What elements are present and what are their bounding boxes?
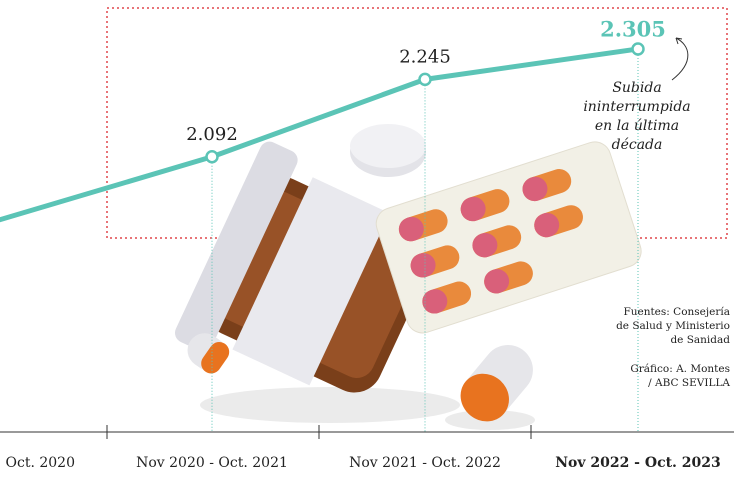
x-tick-label: Nov 2020 - Oct. 2021 xyxy=(136,455,288,471)
illustration xyxy=(172,124,646,431)
source: de Salud y Ministerio xyxy=(616,320,730,332)
annotation: ininterrumpida xyxy=(583,99,690,115)
source: de Sanidad xyxy=(670,334,730,346)
credit: Gráfico: A. Montes xyxy=(630,363,730,375)
chart: 2.092 2.245 2.305 Oct. 2020 Nov 2020 - Oct. … xyxy=(0,0,734,484)
point xyxy=(420,74,431,85)
annotation: en la última xyxy=(595,118,679,134)
x-tick-label: Nov 2021 - Oct. 2022 xyxy=(349,455,501,471)
point xyxy=(207,151,218,162)
annotation: Subida xyxy=(612,80,661,96)
value-label: 2.245 xyxy=(399,46,451,67)
source: Fuentes: Consejería xyxy=(623,306,730,318)
annotation-arrow xyxy=(672,38,688,80)
point xyxy=(633,44,644,55)
annotation: década xyxy=(612,137,663,153)
x-tick-label: Nov 2022 - Oct. 2023 xyxy=(555,455,721,471)
value-label: 2.092 xyxy=(186,124,238,145)
credit: / ABC SEVILLA xyxy=(648,377,730,389)
value-label: 2.305 xyxy=(600,17,666,42)
x-tick-label: Oct. 2020 xyxy=(6,455,75,471)
